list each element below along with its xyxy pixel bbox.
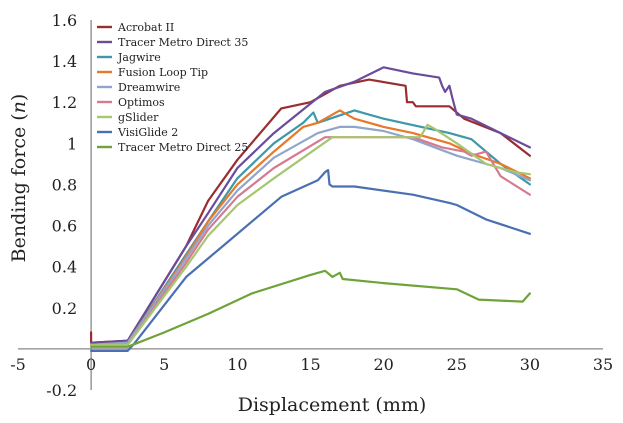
y-tick-label: 1 [67,134,77,153]
y-tick-label: 0.4 [52,258,77,277]
series-line-dreamwire [90,125,531,346]
y-tick-label: 0.2 [52,299,77,318]
axes [18,20,603,390]
series-line-gslider [90,123,531,346]
x-tick-label: 5 [159,355,169,374]
x-tick-label: 10 [227,355,247,374]
x-tick-label: -5 [10,355,26,374]
series-line-visiglide-2 [90,169,531,352]
legend-label: VisiGlide 2 [117,126,178,139]
x-tick-label: 25 [447,355,467,374]
legend-label: Dreamwire [118,81,180,94]
tick-labels: -5 0 5 10 15 20 25 30 35 -0.2 0.2 0.4 0.6 0.8 1 1.2 1.4 1… [10,11,613,400]
x-axis-title: Displacement (mm) [238,394,427,416]
legend-label: gSlider [118,111,159,124]
series-line-tracer-metro-direct-35 [90,66,531,344]
legend: Acrobat II Tracer Metro Direct 35 Jagwire F… [97,21,248,154]
legend-label: Acrobat II [117,21,174,34]
x-tick-label: 35 [593,355,613,374]
series-lines [90,66,531,352]
y-tick-label: -0.2 [46,381,77,400]
legend-label: Tracer Metro Direct 25 [118,141,248,154]
x-tick-label: 20 [373,355,393,374]
y-axis-title-unit: n [8,101,30,113]
series-line-tracer-metro-direct-25 [90,269,531,348]
legend-label: Fusion Loop Tip [118,66,208,79]
x-tick-label: 15 [300,355,320,374]
y-tick-label: 0.8 [52,175,77,194]
y-tick-label: 1.2 [52,93,77,112]
y-tick-label: 0.6 [52,217,77,236]
y-tick-label: 1.4 [52,52,77,71]
y-tick-label: 1.6 [52,11,77,30]
legend-label: Optimos [118,96,165,109]
x-tick-label: 30 [520,355,540,374]
y-axis-title-close: ) [8,94,30,101]
y-axis-title: Bending force (n) [8,94,30,263]
legend-label: Tracer Metro Direct 35 [118,36,248,49]
series-line-fusion-loop-tip [90,109,531,346]
legend-label: Jagwire [117,51,161,64]
x-tick-label: 0 [86,355,96,374]
y-axis-title-text: Bending force ( [8,113,30,262]
